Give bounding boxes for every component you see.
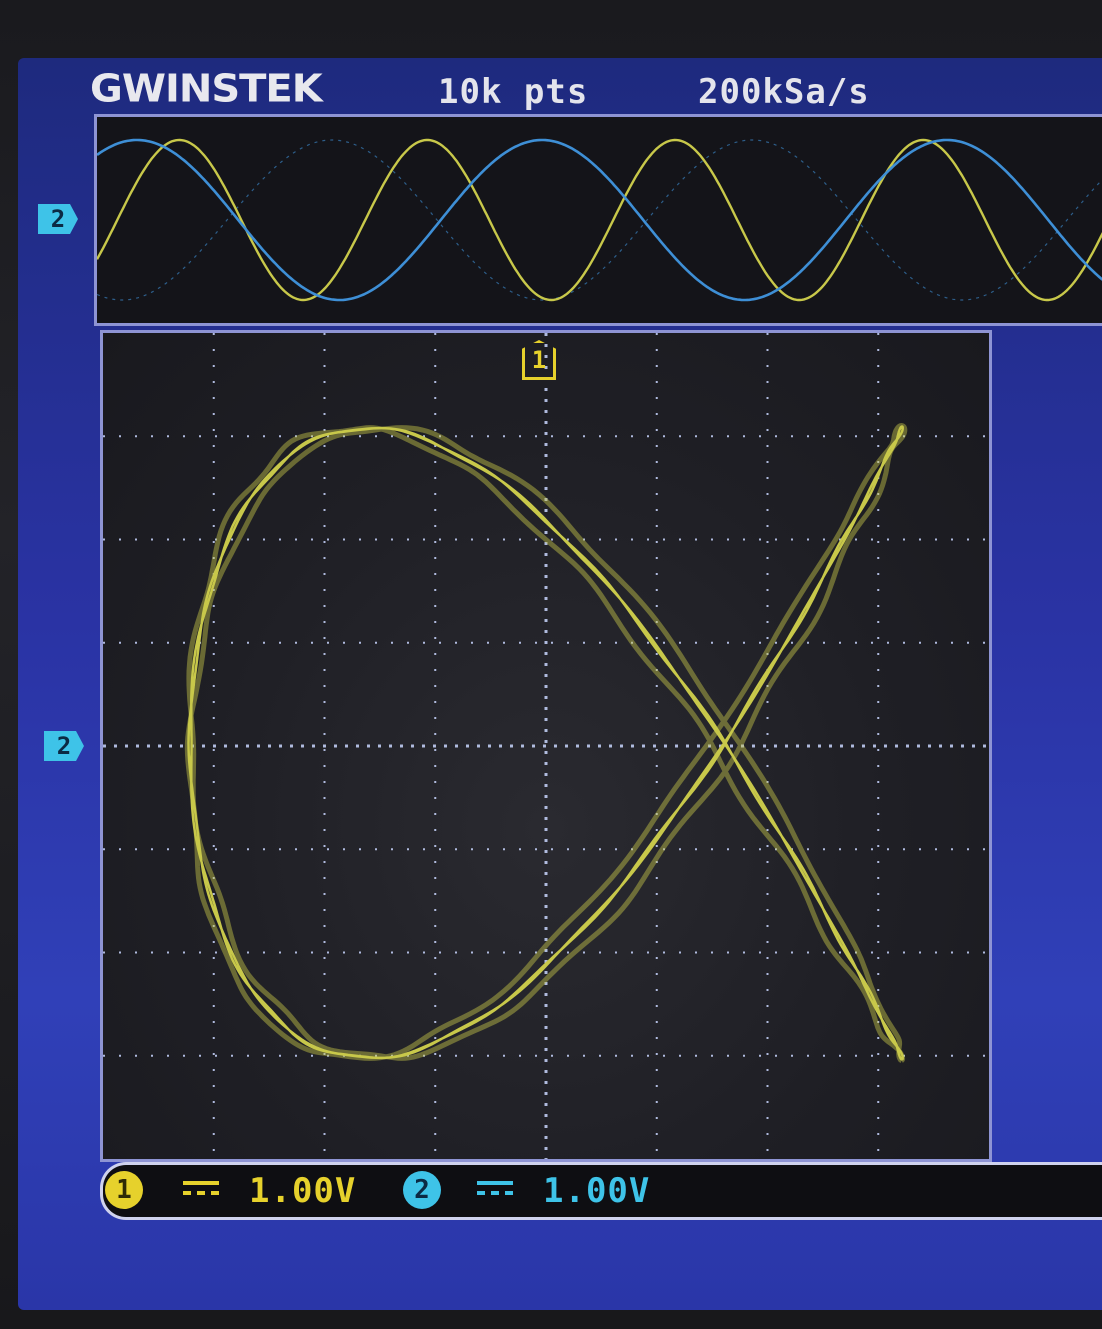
ch2-badge[interactable]: 2	[403, 1171, 441, 1209]
xy-lissajous-trace	[187, 425, 904, 1061]
xy-display-window	[100, 330, 992, 1162]
oscilloscope-screen: GWINSTEK 10k pts 200kSa/s 2 2 1 1 1.00V …	[18, 58, 1102, 1310]
ch1-waveform	[97, 138, 1102, 302]
time-domain-window	[94, 114, 1102, 326]
xy-graticule	[103, 333, 989, 1159]
brand-logo: GWINSTEK	[90, 67, 323, 111]
brand-text: GWINSTEK	[90, 67, 323, 111]
ghost-trace	[97, 139, 1102, 301]
ch2-waveform	[97, 138, 1102, 302]
ch2-offset-marker-xy[interactable]: 2	[44, 731, 84, 761]
record-length-readout: 10k pts	[438, 72, 589, 112]
channel-status-bar: 1 1.00V 2 1.00V	[100, 1162, 1102, 1220]
ch2-offset-marker[interactable]: 2	[38, 204, 78, 234]
dc-coupling-icon	[477, 1177, 513, 1203]
sample-rate-readout: 200kSa/s	[698, 72, 870, 112]
time-domain-waveforms	[97, 138, 1102, 302]
dc-coupling-icon	[183, 1177, 219, 1203]
ch2-volts-per-div: 1.00V	[543, 1171, 651, 1211]
ch1-position-marker[interactable]: 1	[522, 340, 556, 380]
screen-header: GWINSTEK 10k pts 200kSa/s	[18, 58, 1102, 114]
graticule	[103, 333, 989, 1159]
ch1-badge[interactable]: 1	[105, 1171, 143, 1209]
ch1-volts-per-div: 1.00V	[249, 1171, 357, 1211]
